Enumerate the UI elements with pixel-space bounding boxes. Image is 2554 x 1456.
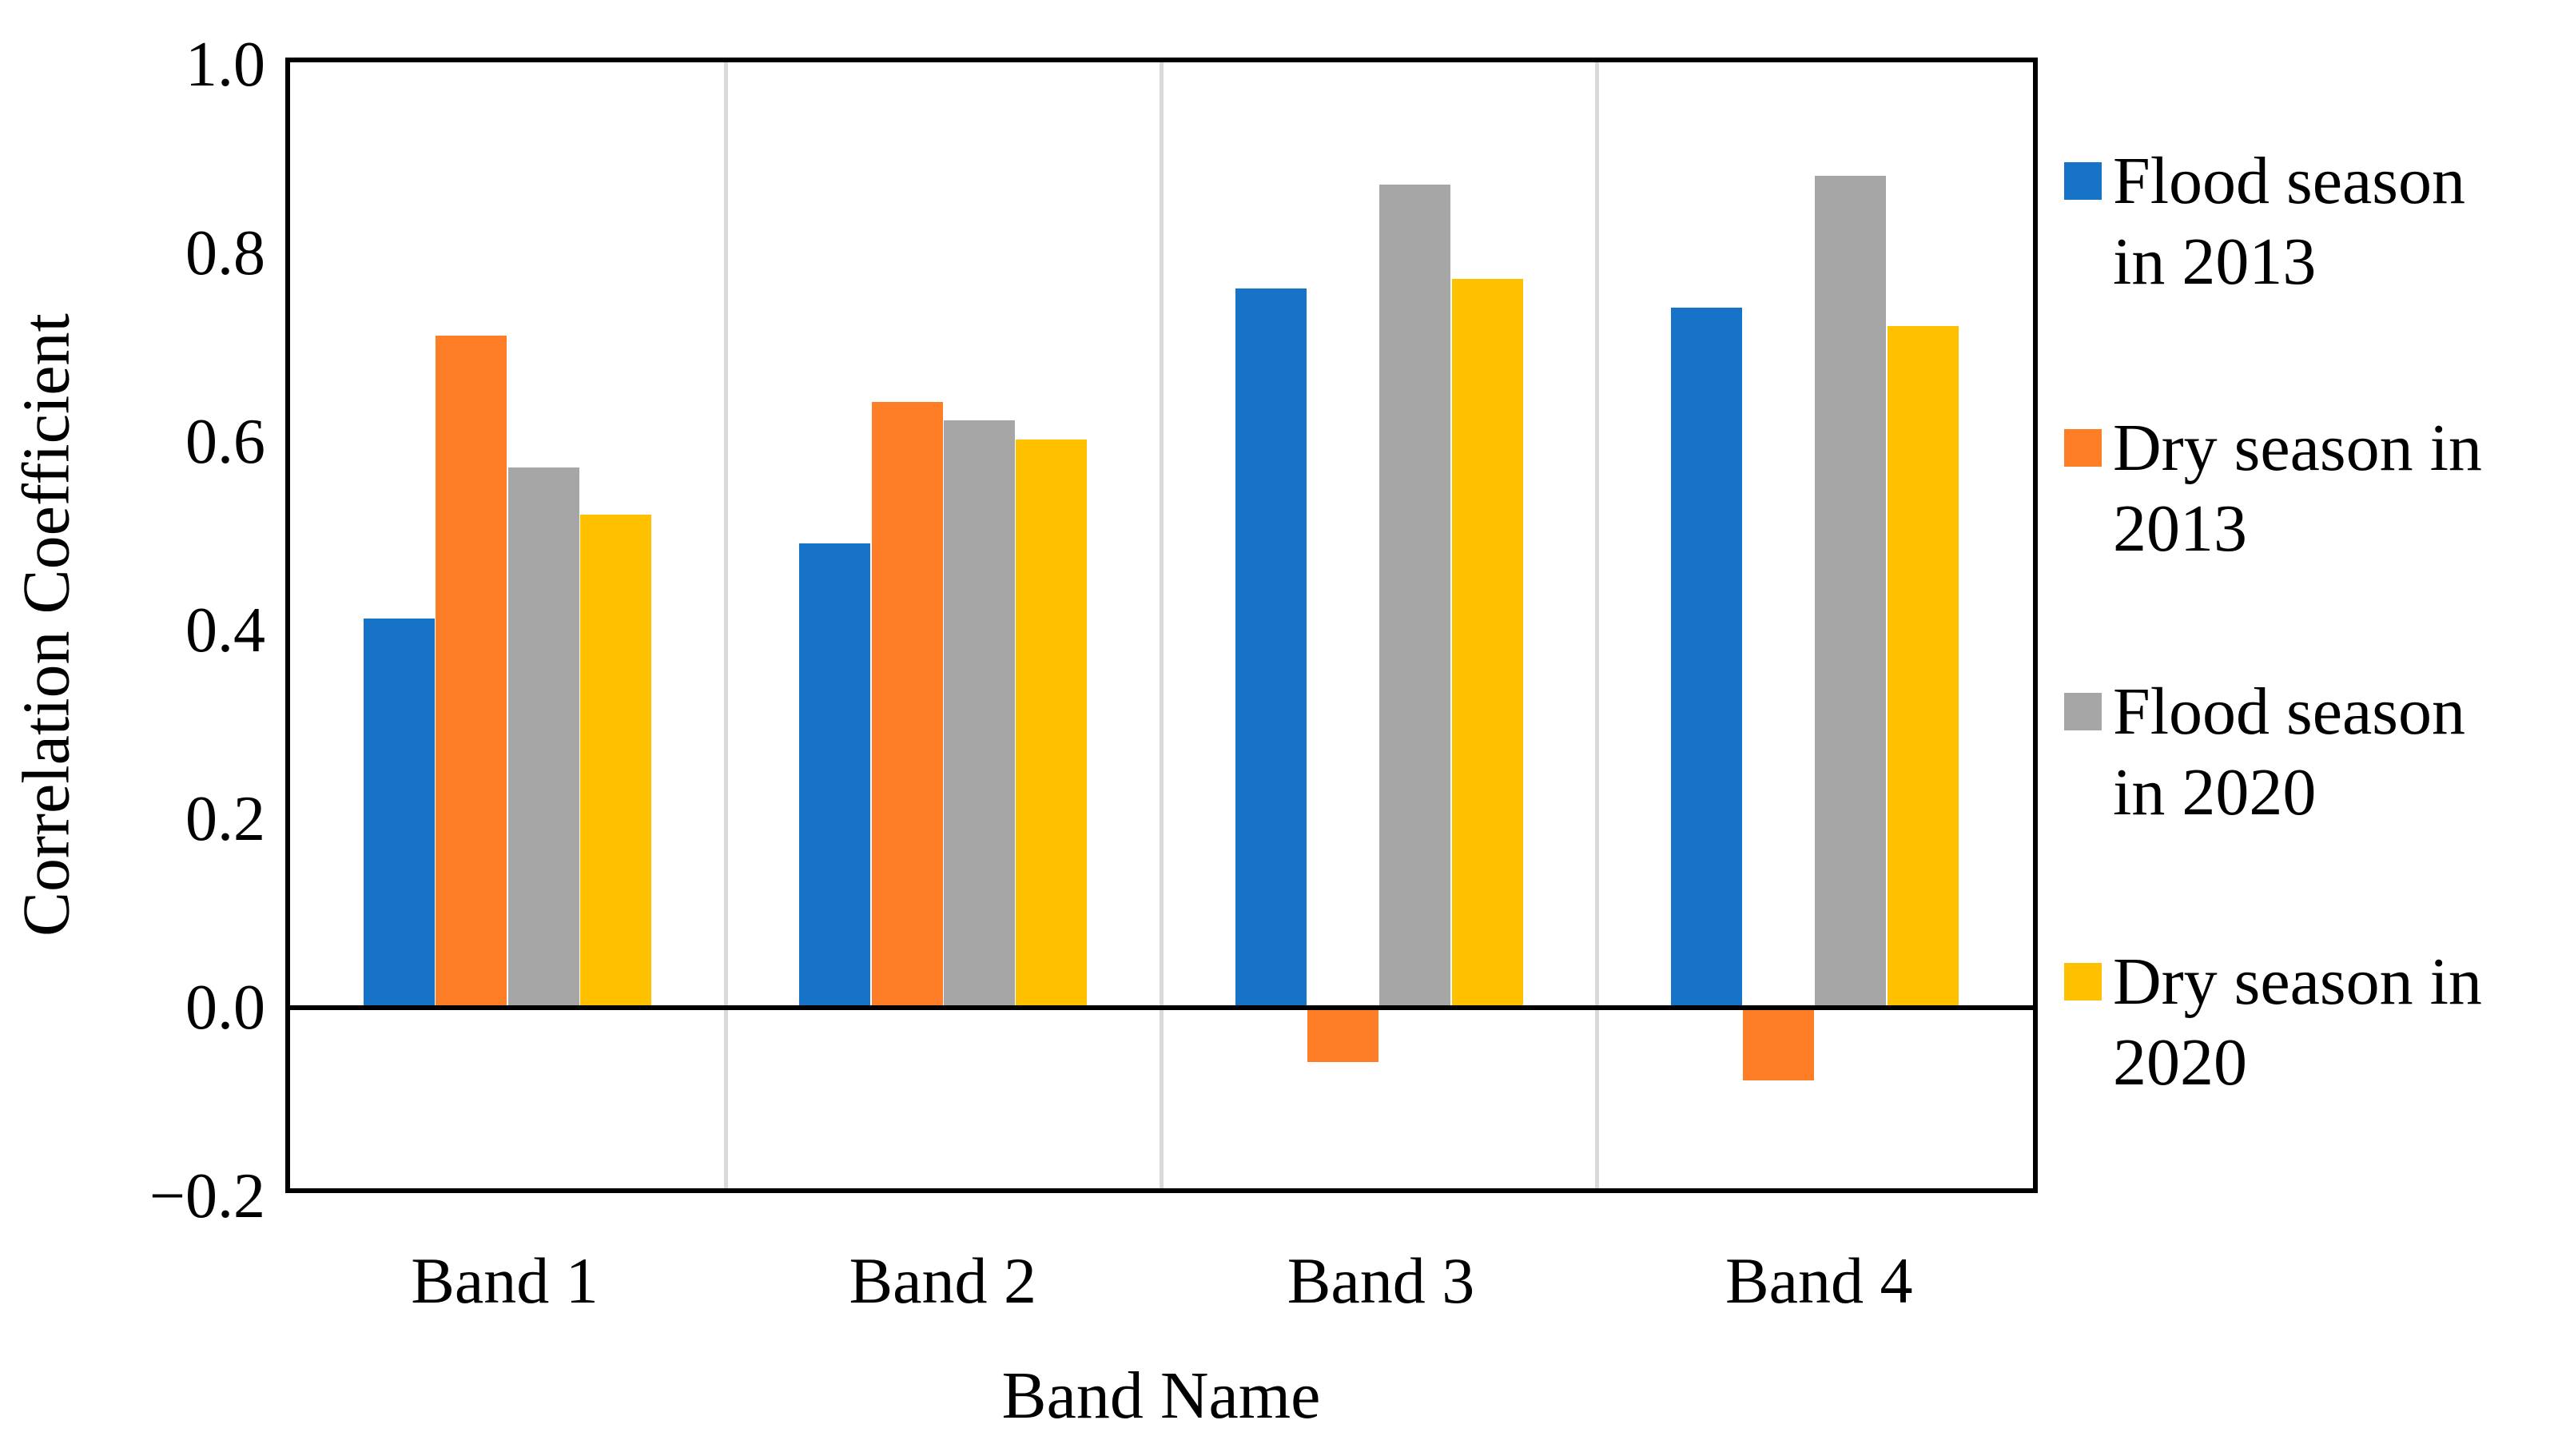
y-tick-label: 0.4 bbox=[185, 595, 265, 666]
legend-item-flood-season-in-2013: Flood season in 2013 bbox=[2064, 141, 2544, 302]
x-category-label: Band 2 bbox=[849, 1244, 1037, 1317]
bar-dry-season-in-2020-band-2 bbox=[1016, 440, 1088, 1005]
legend-swatch bbox=[2064, 162, 2102, 200]
bar-dry-season-in-2020-band-1 bbox=[580, 515, 652, 1005]
zero-axis-line bbox=[290, 1005, 2033, 1010]
bar-flood-season-in-2013-band-1 bbox=[364, 619, 436, 1005]
bar-flood-season-in-2013-band-4 bbox=[1670, 308, 1742, 1005]
category-gridline bbox=[723, 62, 728, 1188]
legend-label: Flood season in 2013 bbox=[2113, 144, 2465, 299]
bar-flood-season-in-2020-band-1 bbox=[507, 467, 579, 1005]
legend-item-dry-season-in-2013: Dry season in 2013 bbox=[2064, 408, 2544, 569]
category-gridline bbox=[1160, 62, 1164, 1188]
y-tick-label: 0.2 bbox=[185, 784, 265, 854]
plot-area bbox=[285, 58, 2038, 1193]
x-axis-title: Band Name bbox=[1001, 1359, 1321, 1433]
bar-dry-season-in-2020-band-4 bbox=[1887, 326, 1959, 1005]
bar-dry-season-in-2013-band-2 bbox=[871, 402, 943, 1005]
legend-swatch bbox=[2064, 429, 2102, 467]
bar-flood-season-in-2013-band-3 bbox=[1235, 288, 1307, 1005]
legend-swatch bbox=[2064, 963, 2102, 1001]
bar-dry-season-in-2013-band-1 bbox=[436, 336, 507, 1005]
bar-flood-season-in-2020-band-4 bbox=[1815, 176, 1887, 1005]
bar-flood-season-in-2020-band-3 bbox=[1379, 185, 1451, 1005]
y-tick-label: 1.0 bbox=[185, 30, 265, 100]
y-tick-label: −0.2 bbox=[149, 1161, 265, 1231]
y-tick-label: 0.0 bbox=[185, 973, 265, 1043]
x-category-label: Band 4 bbox=[1725, 1244, 1913, 1317]
bar-dry-season-in-2013-band-4 bbox=[1743, 1005, 1815, 1080]
legend-item-dry-season-in-2020: Dry season in 2020 bbox=[2064, 941, 2544, 1103]
y-tick-label: 0.8 bbox=[185, 218, 265, 288]
category-gridline bbox=[1595, 62, 1600, 1188]
bar-dry-season-in-2013-band-3 bbox=[1307, 1005, 1378, 1062]
x-category-label: Band 1 bbox=[411, 1244, 599, 1317]
x-category-label: Band 3 bbox=[1287, 1244, 1475, 1317]
legend-label: Dry season in 2020 bbox=[2113, 945, 2482, 1100]
legend-item-flood-season-in-2020: Flood season in 2020 bbox=[2064, 671, 2544, 833]
bar-flood-season-in-2013-band-2 bbox=[799, 543, 871, 1005]
bar-flood-season-in-2020-band-2 bbox=[943, 420, 1015, 1005]
legend-label: Flood season in 2020 bbox=[2113, 674, 2465, 829]
bar-dry-season-in-2020-band-3 bbox=[1451, 279, 1523, 1005]
legend-swatch bbox=[2064, 693, 2102, 730]
y-tick-label: 0.6 bbox=[185, 407, 265, 477]
legend-label: Dry season in 2013 bbox=[2113, 411, 2482, 566]
